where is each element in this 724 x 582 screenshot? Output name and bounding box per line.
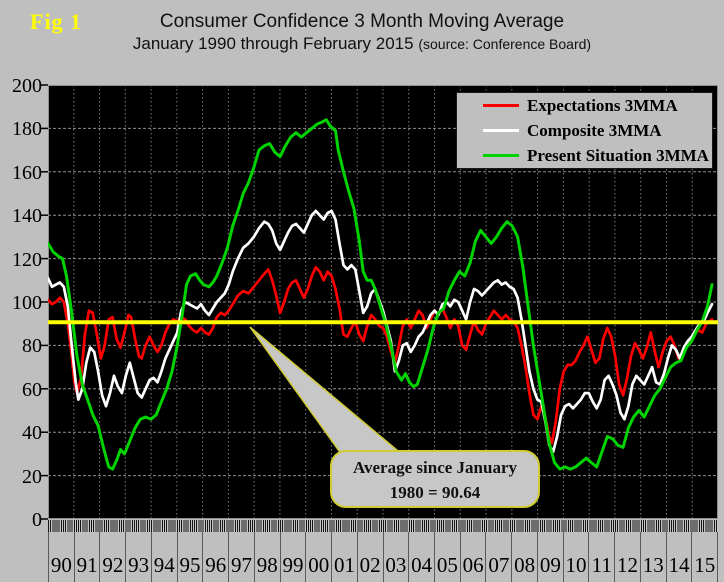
figure-label: Fig 1 [30, 9, 83, 34]
callout-line2: 1980 = 90.64 [389, 483, 481, 502]
year-label: 00 [305, 532, 331, 582]
y-axis-label: 0 [32, 509, 42, 531]
year-label: 96 [202, 532, 228, 582]
callout-line1: Average since January [353, 458, 517, 477]
year-label: 04 [408, 532, 434, 582]
year-label: 97 [228, 532, 254, 582]
year-label: 14 [665, 532, 692, 582]
legend-swatch-present-situation-3mma [483, 154, 519, 157]
year-label: 91 [73, 532, 100, 582]
year-label: 11 [588, 532, 614, 582]
year-label: 06 [459, 532, 486, 582]
year-label: 09 [536, 532, 563, 582]
chart-subtitle: January 1990 through February 2015 (sour… [0, 34, 724, 54]
y-axis-label: 20 [22, 465, 42, 488]
legend-swatch-composite-3mma [483, 129, 519, 132]
y-axis-label: 140 [12, 205, 42, 228]
year-label: 98 [253, 532, 280, 582]
legend-item: Expectations 3MMA [483, 95, 712, 116]
legend-item: Composite 3MMA [483, 120, 712, 141]
year-label: 05 [434, 532, 460, 582]
y-axis-label: 160 [12, 161, 42, 184]
year-label: 12 [614, 532, 640, 582]
year-label: 90 [48, 532, 74, 582]
subtitle-range: January 1990 through February 2015 [132, 34, 414, 53]
legend-label: Present Situation 3MMA [527, 145, 709, 165]
legend-label: Expectations 3MMA [527, 95, 678, 115]
y-axis-label: 40 [22, 422, 42, 445]
average-callout: Average since January 1980 = 90.64 [330, 450, 540, 508]
year-label: 07 [485, 532, 511, 582]
year-label: 01 [331, 532, 357, 582]
y-axis-label: 120 [12, 248, 42, 271]
y-axis-label: 180 [12, 118, 42, 141]
year-label: 02 [356, 532, 383, 582]
year-label: 92 [99, 532, 125, 582]
legend-swatch-expectations-3mma [483, 104, 519, 107]
x-axis-year-labels: 90 91 92 93 94 95 96 97 98 99 00 01 02 03 04 05 06 07 08 09… [48, 532, 718, 582]
year-label: 93 [125, 532, 151, 582]
y-axis-label: 100 [12, 292, 42, 314]
y-axis-ticks [41, 84, 48, 520]
y-axis-label: 80 [22, 335, 42, 358]
y-axis-label: 200 [12, 75, 42, 97]
year-label: 95 [176, 532, 203, 582]
year-label: 03 [382, 532, 409, 582]
legend-item: Present Situation 3MMA [483, 145, 712, 166]
legend: Expectations 3MMA Composite 3MMA Present S… [456, 92, 713, 169]
year-label: 10 [562, 532, 589, 582]
year-label: 13 [639, 532, 666, 582]
legend-label: Composite 3MMA [527, 120, 662, 140]
year-label: 94 [150, 532, 177, 582]
x-axis-month-ticks [48, 520, 718, 532]
y-axis-label: 60 [22, 378, 42, 401]
source-note: (source: Conference Board) [418, 36, 592, 52]
year-label: 99 [279, 532, 306, 582]
chart-title: Consumer Confidence 3 Month Moving Avera… [159, 11, 565, 32]
year-label: 08 [511, 532, 537, 582]
year-label: 15 [691, 532, 717, 582]
